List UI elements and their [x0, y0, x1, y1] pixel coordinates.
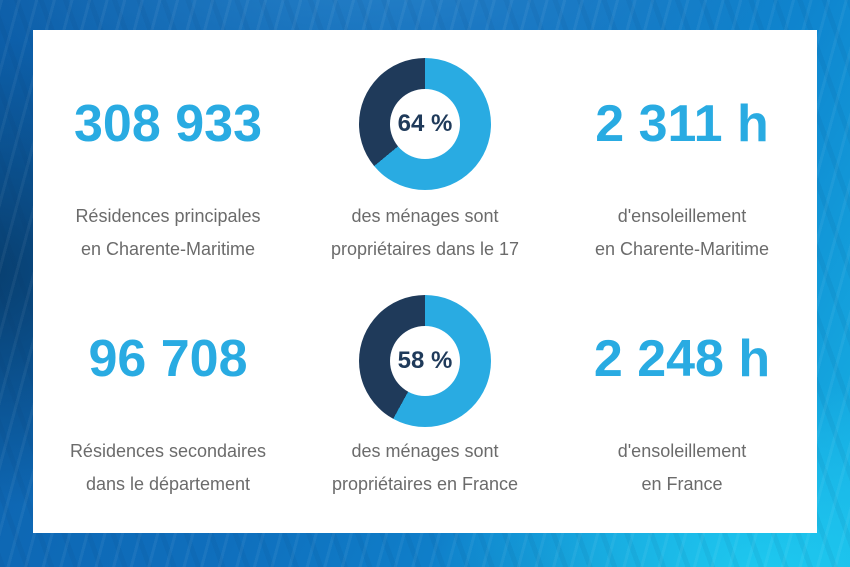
- donut-label-line: des ménages sont: [351, 206, 499, 226]
- donut-label-line: propriétaires dans le 17: [330, 239, 520, 259]
- stat-label-line: en Charente-Maritime: [80, 239, 256, 259]
- donut-hole: 58 %: [390, 326, 460, 396]
- donut-proprietaires-17: 64 % des ménages sont propriétaires dans…: [303, 30, 547, 281]
- stat-ensoleillement-france: 2 248 h d'ensoleillement en France: [547, 281, 817, 533]
- stat-label-line: Résidences principales: [75, 206, 261, 226]
- donut-label-proprietaires-france: des ménages sont propriétaires en France: [332, 435, 518, 501]
- stat-label-line: en France: [641, 474, 723, 494]
- stat-label-line: d'ensoleillement: [617, 441, 747, 461]
- stat-residences-principales: 308 933 Résidences principales en Charen…: [33, 30, 303, 281]
- stat-label-line: Résidences secondaires: [69, 441, 267, 461]
- stat-value-residences-principales: 308 933: [74, 95, 262, 153]
- stat-ensoleillement-charente: 2 311 h d'ensoleillement en Charente-Mar…: [547, 30, 817, 281]
- stats-card: 308 933 Résidences principales en Charen…: [33, 30, 817, 533]
- stat-label-residences-secondaires: Résidences secondaires dans le départeme…: [70, 435, 266, 501]
- donut-label-proprietaires-17: des ménages sont propriétaires dans le 1…: [331, 200, 519, 266]
- stat-label-line: en Charente-Maritime: [594, 239, 770, 259]
- donut-chart-proprietaires-17: 64 %: [359, 58, 491, 190]
- stat-label-line: d'ensoleillement: [617, 206, 747, 226]
- stat-label-ensoleillement-charente: d'ensoleillement en Charente-Maritime: [595, 200, 769, 266]
- stat-value-ensoleillement-france: 2 248 h: [593, 330, 771, 388]
- donut-chart-proprietaires-france: 58 %: [359, 295, 491, 427]
- stat-residences-secondaires: 96 708 Résidences secondaires dans le dé…: [33, 281, 303, 533]
- donut-label-line: des ménages sont: [351, 441, 499, 461]
- stat-label-residences-principales: Résidences principales en Charente-Marit…: [75, 200, 260, 266]
- donut-proprietaires-france: 58 % des ménages sont propriétaires en F…: [303, 281, 547, 533]
- stats-row-1: 308 933 Résidences principales en Charen…: [33, 30, 817, 281]
- stat-value-residences-secondaires: 96 708: [88, 330, 248, 388]
- stat-label-line: dans le département: [85, 474, 251, 494]
- donut-percent-label: 64 %: [397, 110, 453, 137]
- stats-row-2: 96 708 Résidences secondaires dans le dé…: [33, 281, 817, 533]
- donut-label-line: propriétaires en France: [331, 474, 519, 494]
- donut-hole: 64 %: [390, 89, 460, 159]
- donut-percent-label: 58 %: [397, 347, 453, 374]
- stat-value-ensoleillement-charente: 2 311 h: [595, 95, 769, 153]
- stat-label-ensoleillement-france: d'ensoleillement en France: [618, 435, 747, 501]
